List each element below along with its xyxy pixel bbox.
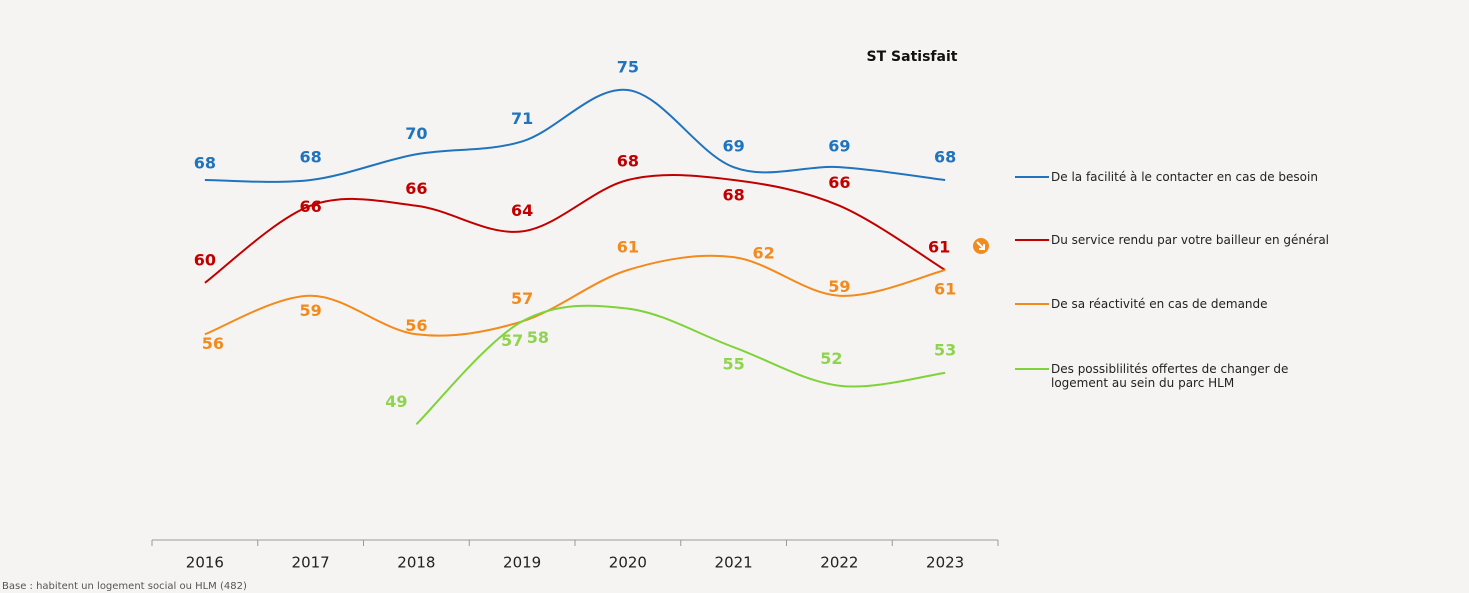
x-tick-label: 2016 (186, 554, 224, 572)
legend-swatch (1015, 303, 1049, 305)
data-label: 62 (752, 244, 774, 263)
trend-icon (973, 238, 989, 254)
data-label: 70 (405, 124, 427, 143)
data-label: 66 (405, 179, 427, 198)
legend-item: De sa réactivité en cas de demande (1015, 297, 1331, 311)
x-tick-label: 2019 (503, 554, 541, 572)
legend-label: De sa réactivité en cas de demande (1051, 297, 1268, 311)
data-label: 64 (511, 201, 533, 220)
note: Base : habitent un logement social ou HL… (2, 581, 247, 592)
series-line (204, 88, 946, 183)
data-label: 68 (194, 154, 216, 173)
data-label: 55 (722, 355, 744, 374)
data-label: 53 (934, 340, 956, 359)
x-tick-label: 2022 (820, 554, 858, 572)
legend-item: Des possiblilités offertes de changer de… (1015, 362, 1331, 390)
data-label: 61 (928, 238, 950, 257)
x-tick-label: 2017 (292, 554, 330, 572)
data-label: 56 (202, 334, 224, 353)
annotation: ST Satisfait (867, 49, 958, 65)
data-label: 60 (194, 250, 216, 269)
data-label: 66 (828, 173, 850, 192)
data-label: 68 (934, 148, 956, 167)
data-label: 58 (527, 328, 549, 347)
data-label: 75 (617, 58, 639, 77)
legend-label: Du service rendu par votre bailleur en g… (1051, 233, 1330, 247)
data-label: 69 (722, 137, 744, 156)
legend-swatch (1015, 176, 1049, 178)
data-label: 57 (501, 331, 523, 350)
legend-swatch (1015, 368, 1049, 370)
data-label: 57 (511, 289, 533, 308)
legend-swatch (1015, 239, 1049, 241)
data-label: 66 (299, 197, 321, 216)
data-label: 68 (617, 152, 639, 171)
legend-item: Du service rendu par votre bailleur en g… (1015, 233, 1331, 247)
x-tick-label: 2023 (926, 554, 964, 572)
legend-item: De la facilité à le contacter en cas de … (1015, 170, 1331, 184)
data-label: 59 (299, 301, 321, 320)
series-line (204, 174, 946, 284)
x-tick-label: 2020 (609, 554, 647, 572)
x-tick-label: 2021 (715, 554, 753, 572)
data-label: 69 (828, 137, 850, 156)
data-label: 68 (299, 148, 321, 167)
data-label: 68 (722, 186, 744, 205)
data-label: 56 (405, 316, 427, 335)
data-label: 52 (820, 349, 842, 368)
data-label: 61 (934, 280, 956, 299)
legend-label: De la facilité à le contacter en cas de … (1051, 170, 1318, 184)
legend-label: Des possiblilités offertes de changer de… (1051, 362, 1289, 390)
series-line (415, 304, 946, 426)
data-label: 71 (511, 109, 533, 128)
data-label: 61 (617, 238, 639, 257)
series-line (204, 254, 946, 337)
data-label: 59 (828, 277, 850, 296)
data-label: 49 (385, 392, 407, 411)
x-tick-label: 2018 (397, 554, 435, 572)
